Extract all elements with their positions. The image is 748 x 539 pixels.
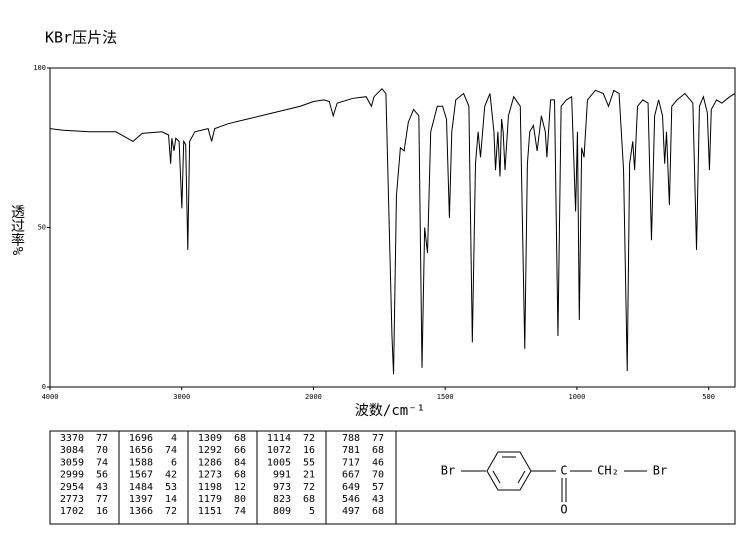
peak-transmittance: 74 <box>96 457 108 468</box>
peak-wavenumber: 1484 <box>129 482 153 493</box>
atom-label: Br <box>441 464 455 478</box>
peak-wavenumber: 809 <box>273 506 291 517</box>
peak-wavenumber: 1588 <box>129 457 153 468</box>
peak-transmittance: 55 <box>303 457 315 468</box>
peak-wavenumber: 546 <box>342 494 360 505</box>
atom-label: O <box>560 503 567 517</box>
atom-label: CH₂ <box>597 464 619 478</box>
peak-transmittance: 43 <box>96 482 108 493</box>
peak-transmittance: 53 <box>165 482 177 493</box>
peak-transmittance: 12 <box>234 482 246 493</box>
peak-wavenumber: 1656 <box>129 445 153 456</box>
peak-transmittance: 74 <box>165 445 177 456</box>
peak-wavenumber: 3370 <box>60 433 84 444</box>
y-tick-label: 0 <box>42 383 46 391</box>
x-axis-label: 波数/cm⁻¹ <box>355 403 425 419</box>
peak-wavenumber: 1366 <box>129 506 153 517</box>
peak-transmittance: 77 <box>372 433 384 444</box>
peak-wavenumber: 2999 <box>60 470 84 481</box>
x-tick-label: 4000 <box>42 393 59 401</box>
atom-label: C <box>560 464 567 478</box>
x-tick-label: 500 <box>702 393 715 401</box>
peak-wavenumber: 717 <box>342 457 360 468</box>
peak-transmittance: 6 <box>171 457 177 468</box>
peak-wavenumber: 3084 <box>60 445 84 456</box>
peak-transmittance: 46 <box>372 457 384 468</box>
peak-wavenumber: 1151 <box>198 506 222 517</box>
peak-transmittance: 68 <box>234 470 246 481</box>
peak-transmittance: 68 <box>372 445 384 456</box>
y-tick-label: 50 <box>38 224 46 232</box>
peak-wavenumber: 823 <box>273 494 291 505</box>
y-axis-label: 透过率% <box>9 205 25 256</box>
peak-wavenumber: 2773 <box>60 494 84 505</box>
peak-transmittance: 56 <box>96 470 108 481</box>
table-frame <box>49 430 736 525</box>
peak-wavenumber: 1005 <box>267 457 291 468</box>
peak-wavenumber: 1179 <box>198 494 222 505</box>
structure-bonds <box>461 451 647 502</box>
peak-transmittance: 68 <box>303 494 315 505</box>
peak-transmittance: 4 <box>171 433 177 444</box>
peak-wavenumber: 1286 <box>198 457 222 468</box>
peak-wavenumber: 2954 <box>60 482 84 493</box>
peak-transmittance: 43 <box>372 494 384 505</box>
peak-wavenumber: 1114 <box>267 433 291 444</box>
peak-wavenumber: 497 <box>342 506 360 517</box>
peak-wavenumber: 781 <box>342 445 360 456</box>
peak-transmittance: 80 <box>234 494 246 505</box>
peak-transmittance: 84 <box>234 457 246 468</box>
peak-wavenumber: 1702 <box>60 506 84 517</box>
peak-wavenumber: 991 <box>273 470 291 481</box>
peak-wavenumber: 1198 <box>198 482 222 493</box>
peak-transmittance: 16 <box>303 445 315 456</box>
peak-wavenumber: 1696 <box>129 433 153 444</box>
peak-wavenumber: 1567 <box>129 470 153 481</box>
peak-transmittance: 21 <box>303 470 315 481</box>
peak-wavenumber: 1072 <box>267 445 291 456</box>
peak-transmittance: 72 <box>165 506 177 517</box>
peak-wavenumber: 667 <box>342 470 360 481</box>
peak-transmittance: 57 <box>372 482 384 493</box>
x-tick-label: 2000 <box>305 393 322 401</box>
x-tick-label: 1500 <box>437 393 454 401</box>
peak-wavenumber: 1292 <box>198 445 222 456</box>
x-tick-label: 1000 <box>568 393 585 401</box>
peak-wavenumber: 3059 <box>60 457 84 468</box>
spectrum-line <box>49 87 736 375</box>
peak-transmittance: 70 <box>96 445 108 456</box>
table-dividers <box>118 431 397 524</box>
peak-transmittance: 72 <box>303 482 315 493</box>
peak-wavenumber: 649 <box>342 482 360 493</box>
peak-transmittance: 74 <box>234 506 246 517</box>
peak-transmittance: 72 <box>303 433 315 444</box>
peak-wavenumber: 973 <box>273 482 291 493</box>
y-tick-label: 100 <box>33 64 46 72</box>
peak-transmittance: 5 <box>309 506 315 517</box>
peak-transmittance: 42 <box>165 470 177 481</box>
peak-transmittance: 68 <box>372 506 384 517</box>
peak-transmittance: 14 <box>165 494 177 505</box>
peak-transmittance: 70 <box>372 470 384 481</box>
x-tick-label: 3000 <box>173 393 190 401</box>
atom-label: Br <box>653 464 667 478</box>
chart-title: KBr压片法 <box>45 29 117 47</box>
peak-wavenumber: 788 <box>342 433 360 444</box>
peak-wavenumber: 1397 <box>129 494 153 505</box>
peak-transmittance: 66 <box>234 445 246 456</box>
peak-transmittance: 77 <box>96 433 108 444</box>
peak-transmittance: 16 <box>96 506 108 517</box>
peak-transmittance: 77 <box>96 494 108 505</box>
peak-wavenumber: 1273 <box>198 470 222 481</box>
peak-transmittance: 68 <box>234 433 246 444</box>
peak-wavenumber: 1309 <box>198 433 222 444</box>
